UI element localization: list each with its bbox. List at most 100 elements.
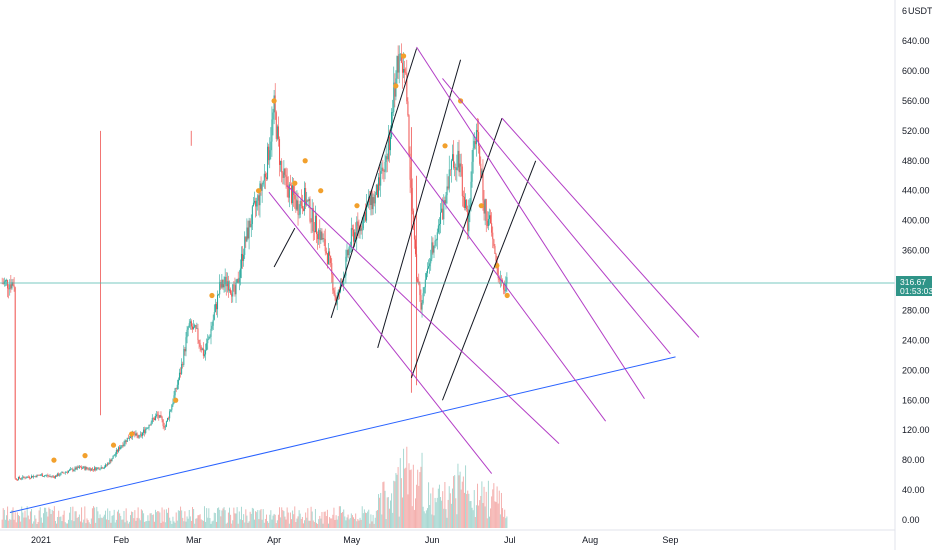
volume-bar — [31, 509, 33, 528]
candle-body — [318, 230, 320, 240]
volume-bar — [1, 519, 3, 528]
volume-bar — [169, 517, 171, 528]
volume-bar — [295, 522, 297, 528]
candle-body — [233, 284, 235, 286]
currency-prefix: 6 — [902, 6, 907, 16]
y-tick-label: 560.00 — [902, 96, 930, 106]
candle-body — [325, 251, 327, 254]
volume-bar — [116, 511, 118, 528]
candle-body — [258, 195, 260, 206]
candle-body — [108, 463, 110, 464]
candle-body — [35, 476, 37, 478]
volume-bar — [407, 494, 409, 528]
volume-bar — [186, 516, 188, 528]
candle-body — [486, 220, 488, 226]
volume-bar — [466, 494, 468, 528]
candle-body — [193, 327, 195, 330]
volume-bar — [423, 511, 425, 528]
candle-body — [78, 466, 80, 468]
volume-bar — [282, 510, 284, 528]
candle-body — [423, 287, 425, 294]
volume-bar — [483, 486, 485, 528]
volume-bar — [279, 507, 281, 528]
candle-body — [44, 475, 46, 477]
volume-bar — [417, 469, 419, 528]
signal-marker — [478, 203, 484, 209]
candle-body — [243, 254, 245, 261]
candle-body — [319, 230, 321, 241]
candle-body — [256, 200, 258, 207]
candle-body — [403, 68, 405, 73]
volume-bar — [474, 517, 476, 528]
volume-bar — [487, 480, 489, 528]
y-tick-label: 440.00 — [902, 186, 930, 196]
volume-bar — [124, 522, 126, 528]
volume-bar — [494, 501, 496, 528]
volume-bar — [384, 490, 386, 528]
candle-body — [192, 326, 194, 330]
candle-body — [238, 277, 240, 283]
volume-bar — [412, 464, 414, 528]
candle-body — [289, 184, 291, 186]
volume-bar — [406, 446, 408, 528]
candle-body — [211, 325, 213, 329]
candle-body — [291, 185, 293, 204]
candle-body — [181, 363, 183, 374]
volume-bar — [312, 520, 314, 528]
candle-body — [473, 141, 475, 149]
candle-body — [158, 414, 160, 418]
volume-bar — [331, 518, 333, 528]
candle-body — [321, 231, 323, 240]
volume-bar — [440, 497, 442, 528]
y-tick-label: 120.00 — [902, 425, 930, 435]
volume-bar — [419, 472, 421, 528]
volume-bar — [418, 485, 420, 528]
volume-bar — [355, 513, 357, 528]
volume-bar — [38, 510, 40, 528]
candle-body — [415, 239, 417, 255]
candle-body — [458, 150, 460, 173]
candle-body — [208, 337, 210, 340]
x-tick-label: Mar — [186, 535, 202, 545]
signal-marker — [354, 203, 360, 209]
volume-bar — [150, 513, 152, 528]
candle-body — [234, 285, 236, 295]
candle-body — [482, 170, 484, 201]
volume-bar — [285, 519, 287, 528]
volume-bar — [481, 481, 483, 528]
candle-body — [481, 170, 483, 178]
trendline-channel-up-2 — [377, 59, 462, 349]
candle-body — [399, 53, 401, 55]
volume-bar — [495, 502, 497, 528]
volume-bar — [374, 517, 376, 528]
volume-bar — [254, 519, 256, 528]
volume-bar — [503, 516, 505, 528]
volume-bar — [13, 519, 15, 528]
volume-bar — [493, 483, 495, 528]
trendline-channel-down-5 — [442, 78, 671, 355]
candle-body — [308, 198, 310, 202]
volume-bar — [8, 520, 10, 528]
candle-body — [88, 468, 90, 470]
volume-bar — [429, 505, 431, 528]
signal-marker — [129, 431, 135, 437]
trendline-channel-up-1 — [330, 48, 418, 319]
candle-body — [292, 185, 294, 204]
volume-bar — [435, 502, 437, 528]
candle-body — [330, 255, 332, 264]
volume-bar — [46, 511, 48, 528]
volume-bar — [473, 490, 475, 528]
candle-body — [297, 200, 299, 215]
volume-bar — [249, 511, 251, 528]
volume-bar — [378, 494, 380, 528]
candle-body — [112, 455, 114, 459]
volume-bar — [217, 508, 219, 528]
candle-body — [13, 285, 15, 288]
y-tick-label: 480.00 — [902, 156, 930, 166]
candle-body — [254, 200, 256, 203]
volume-bar — [83, 519, 85, 528]
volume-bar — [71, 520, 73, 528]
candle-body — [219, 281, 221, 295]
volume-bar — [306, 517, 308, 528]
volume-bar — [446, 517, 448, 528]
